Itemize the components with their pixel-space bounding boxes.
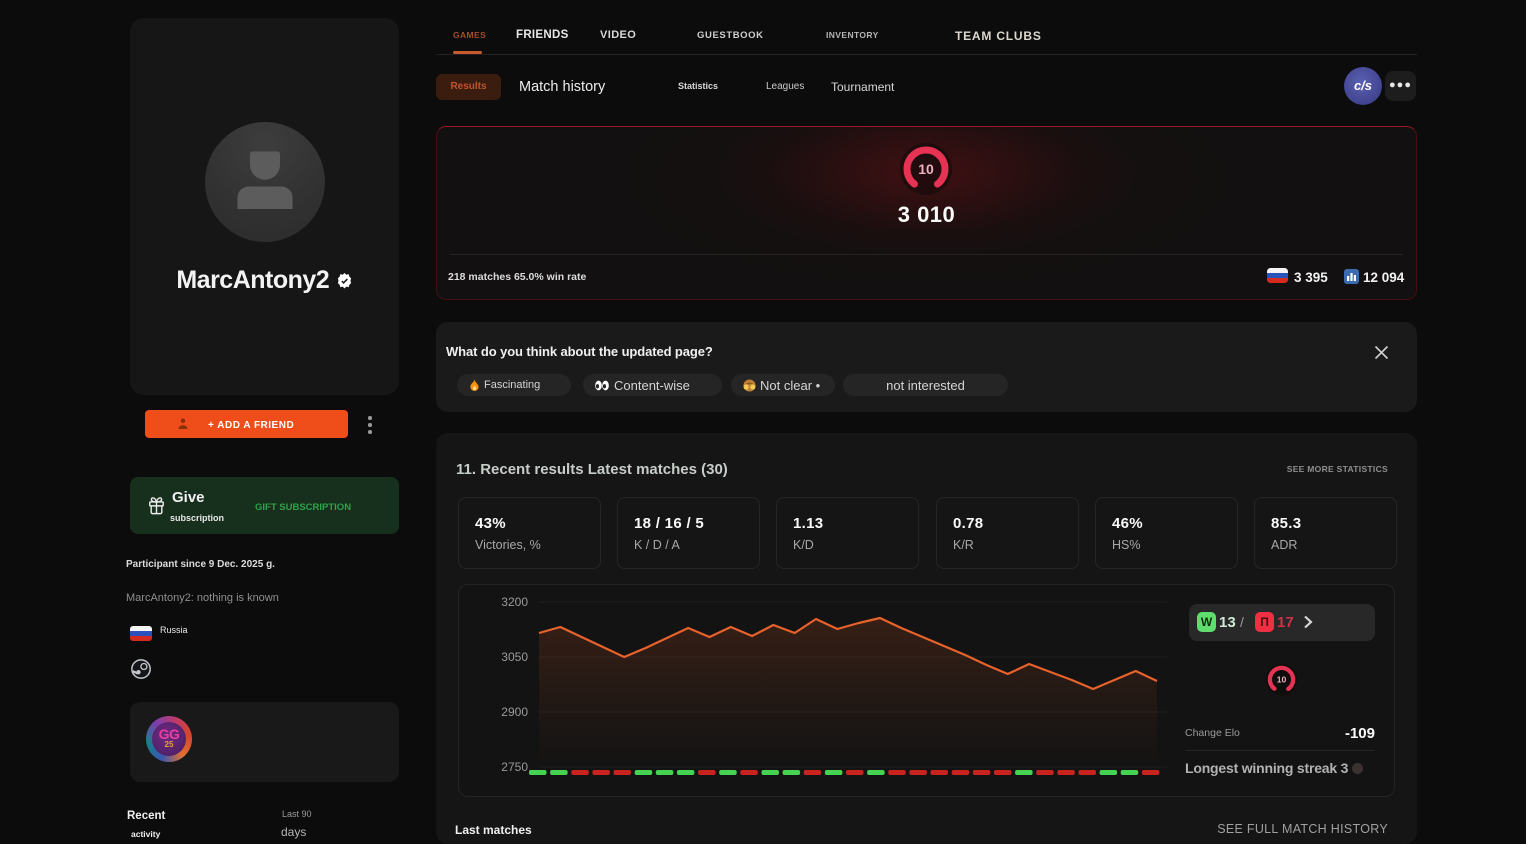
svg-text:10: 10 [1277, 675, 1287, 685]
svg-text:10: 10 [918, 161, 934, 177]
